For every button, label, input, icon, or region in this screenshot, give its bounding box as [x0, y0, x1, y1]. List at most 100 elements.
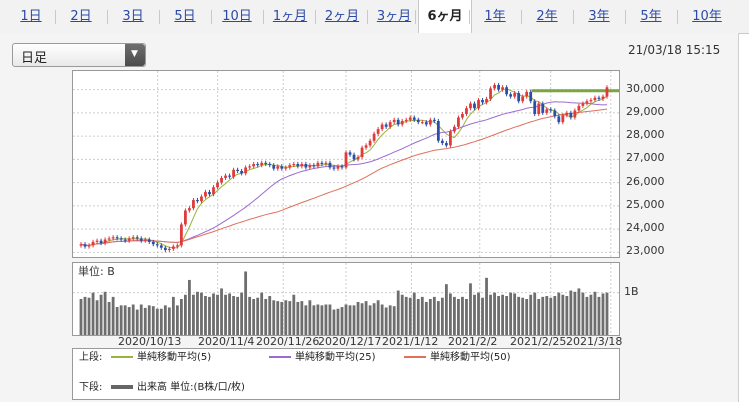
volume-bar [316, 304, 320, 335]
candle-body [252, 164, 256, 167]
volume-bar [477, 292, 480, 335]
volume-bar [111, 296, 115, 335]
volume-bar [240, 292, 244, 335]
volume-bar [216, 294, 219, 335]
legend-ma25-label: 単純移動平均(25) [295, 352, 376, 363]
candle-body [440, 140, 444, 144]
candle-body [573, 110, 577, 118]
volume-bar [448, 293, 452, 335]
volume-bar [155, 308, 159, 335]
candle-body [119, 238, 123, 240]
tab-period[interactable]: 3ヶ月 [376, 9, 412, 24]
volume-bar [280, 301, 284, 335]
candle-interval-select[interactable]: 日足 ▼ [12, 43, 146, 67]
volume-bar [312, 305, 316, 335]
volume-bar [569, 290, 573, 335]
candle-body [404, 119, 408, 121]
volume-bar [509, 292, 513, 335]
candle-body [220, 177, 223, 183]
candle-body [131, 237, 135, 239]
tab-period[interactable]: 6ヶ月 [418, 0, 472, 34]
candle-body [107, 238, 111, 240]
volume-bar [131, 304, 135, 335]
dropdown-button[interactable]: ▼ [125, 44, 145, 66]
volume-bar [360, 303, 364, 335]
volume-bar [384, 307, 388, 335]
ma5-swatch [111, 356, 133, 358]
x-axis-label: 2021/1/12 [382, 335, 439, 348]
volume-bar [565, 296, 569, 335]
volume-bar [200, 292, 203, 335]
tab-period[interactable]: 2日 [70, 9, 92, 24]
candle-body [320, 162, 324, 164]
tab-period[interactable]: 5日 [174, 9, 196, 24]
tab-period[interactable]: 10日 [222, 9, 252, 24]
volume-bar [179, 299, 183, 335]
tab-period[interactable]: 3年 [588, 9, 610, 24]
volume-bar [541, 296, 545, 335]
volume-bar [163, 305, 167, 335]
volume-bar [244, 271, 248, 335]
candle-body [481, 100, 484, 103]
candle-body [416, 119, 420, 123]
x-axis-label: 2020/11/4 [198, 335, 255, 348]
volume-bar [99, 294, 103, 335]
volume-swatch [111, 385, 133, 389]
candle-body [436, 120, 440, 141]
volume-bar [220, 288, 223, 335]
candle-body [473, 103, 476, 109]
candle-body [569, 112, 573, 118]
candle-body [513, 93, 517, 97]
candle-body [561, 115, 565, 123]
volume-bar [340, 307, 344, 335]
tab-period[interactable]: 1年 [484, 9, 506, 24]
volume-bar [123, 305, 127, 335]
volume-bar [428, 299, 432, 335]
candle-body [501, 87, 504, 90]
candle-body [541, 103, 545, 113]
tab-separator [159, 10, 160, 24]
tab-separator [315, 10, 316, 24]
tab-period[interactable]: 5年 [640, 9, 662, 24]
volume-bar [107, 301, 111, 335]
volume-chart-frame [72, 262, 620, 336]
candle-body [557, 116, 561, 123]
legend-upper-row: 上段: 単純移動平均(5) 単純移動平均(25) 単純移動平均(50) [79, 351, 619, 365]
volume-bar [260, 292, 264, 335]
volume-bar [432, 296, 436, 335]
volume-bar [292, 294, 296, 335]
volume-bar [95, 300, 99, 335]
candle-body [276, 166, 280, 169]
tab-period[interactable]: 2ヶ月 [324, 9, 360, 24]
candle-body [192, 200, 195, 209]
legend-ma50: 単純移動平均(50) [404, 351, 511, 365]
volume-bar [517, 296, 521, 335]
legend-ma25: 単純移動平均(25) [269, 351, 376, 365]
candle-body [143, 239, 147, 241]
x-axis-label: 2020/10/13 [118, 335, 182, 348]
candle-body [497, 84, 500, 90]
tab-period[interactable]: 3日 [122, 9, 144, 24]
tab-period[interactable]: 1日 [20, 9, 42, 24]
volume-bar [601, 293, 605, 335]
candle-body [212, 187, 215, 195]
volume-bar [404, 296, 408, 335]
candle-body [139, 238, 143, 241]
volume-bar [577, 288, 581, 335]
volume-bar [573, 291, 577, 335]
candle-body [392, 119, 396, 123]
tab-period[interactable]: 10年 [692, 9, 722, 24]
tab-period[interactable]: 1ヶ月 [272, 9, 308, 24]
volume-bar [481, 297, 484, 335]
volume-bar [336, 308, 340, 335]
candle-body [449, 131, 452, 146]
chart-legend: 上段: 単純移動平均(5) 単純移動平均(25) 単純移動平均(50) 下段: … [72, 348, 620, 400]
candle-body [95, 240, 99, 242]
tab-period[interactable]: 2年 [536, 9, 558, 24]
volume-bar [436, 301, 440, 335]
tab-separator [263, 10, 264, 24]
volume-bar [288, 301, 292, 335]
volume-bar [589, 294, 593, 335]
candle-body [87, 245, 91, 247]
legend-lower-row: 下段: 出来高 単位:(B株/口/枚) [79, 381, 619, 395]
